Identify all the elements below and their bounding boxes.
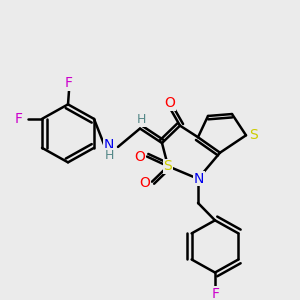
Text: S: S (250, 128, 258, 142)
Text: O: O (165, 96, 176, 110)
Text: F: F (65, 76, 73, 90)
Text: H: H (104, 149, 114, 162)
Text: N: N (104, 138, 114, 152)
Text: F: F (212, 287, 220, 300)
Text: N: N (194, 172, 204, 186)
Text: H: H (136, 113, 146, 126)
Text: F: F (15, 112, 23, 126)
Text: O: O (135, 150, 146, 164)
Text: S: S (164, 159, 172, 173)
Text: O: O (140, 176, 150, 190)
